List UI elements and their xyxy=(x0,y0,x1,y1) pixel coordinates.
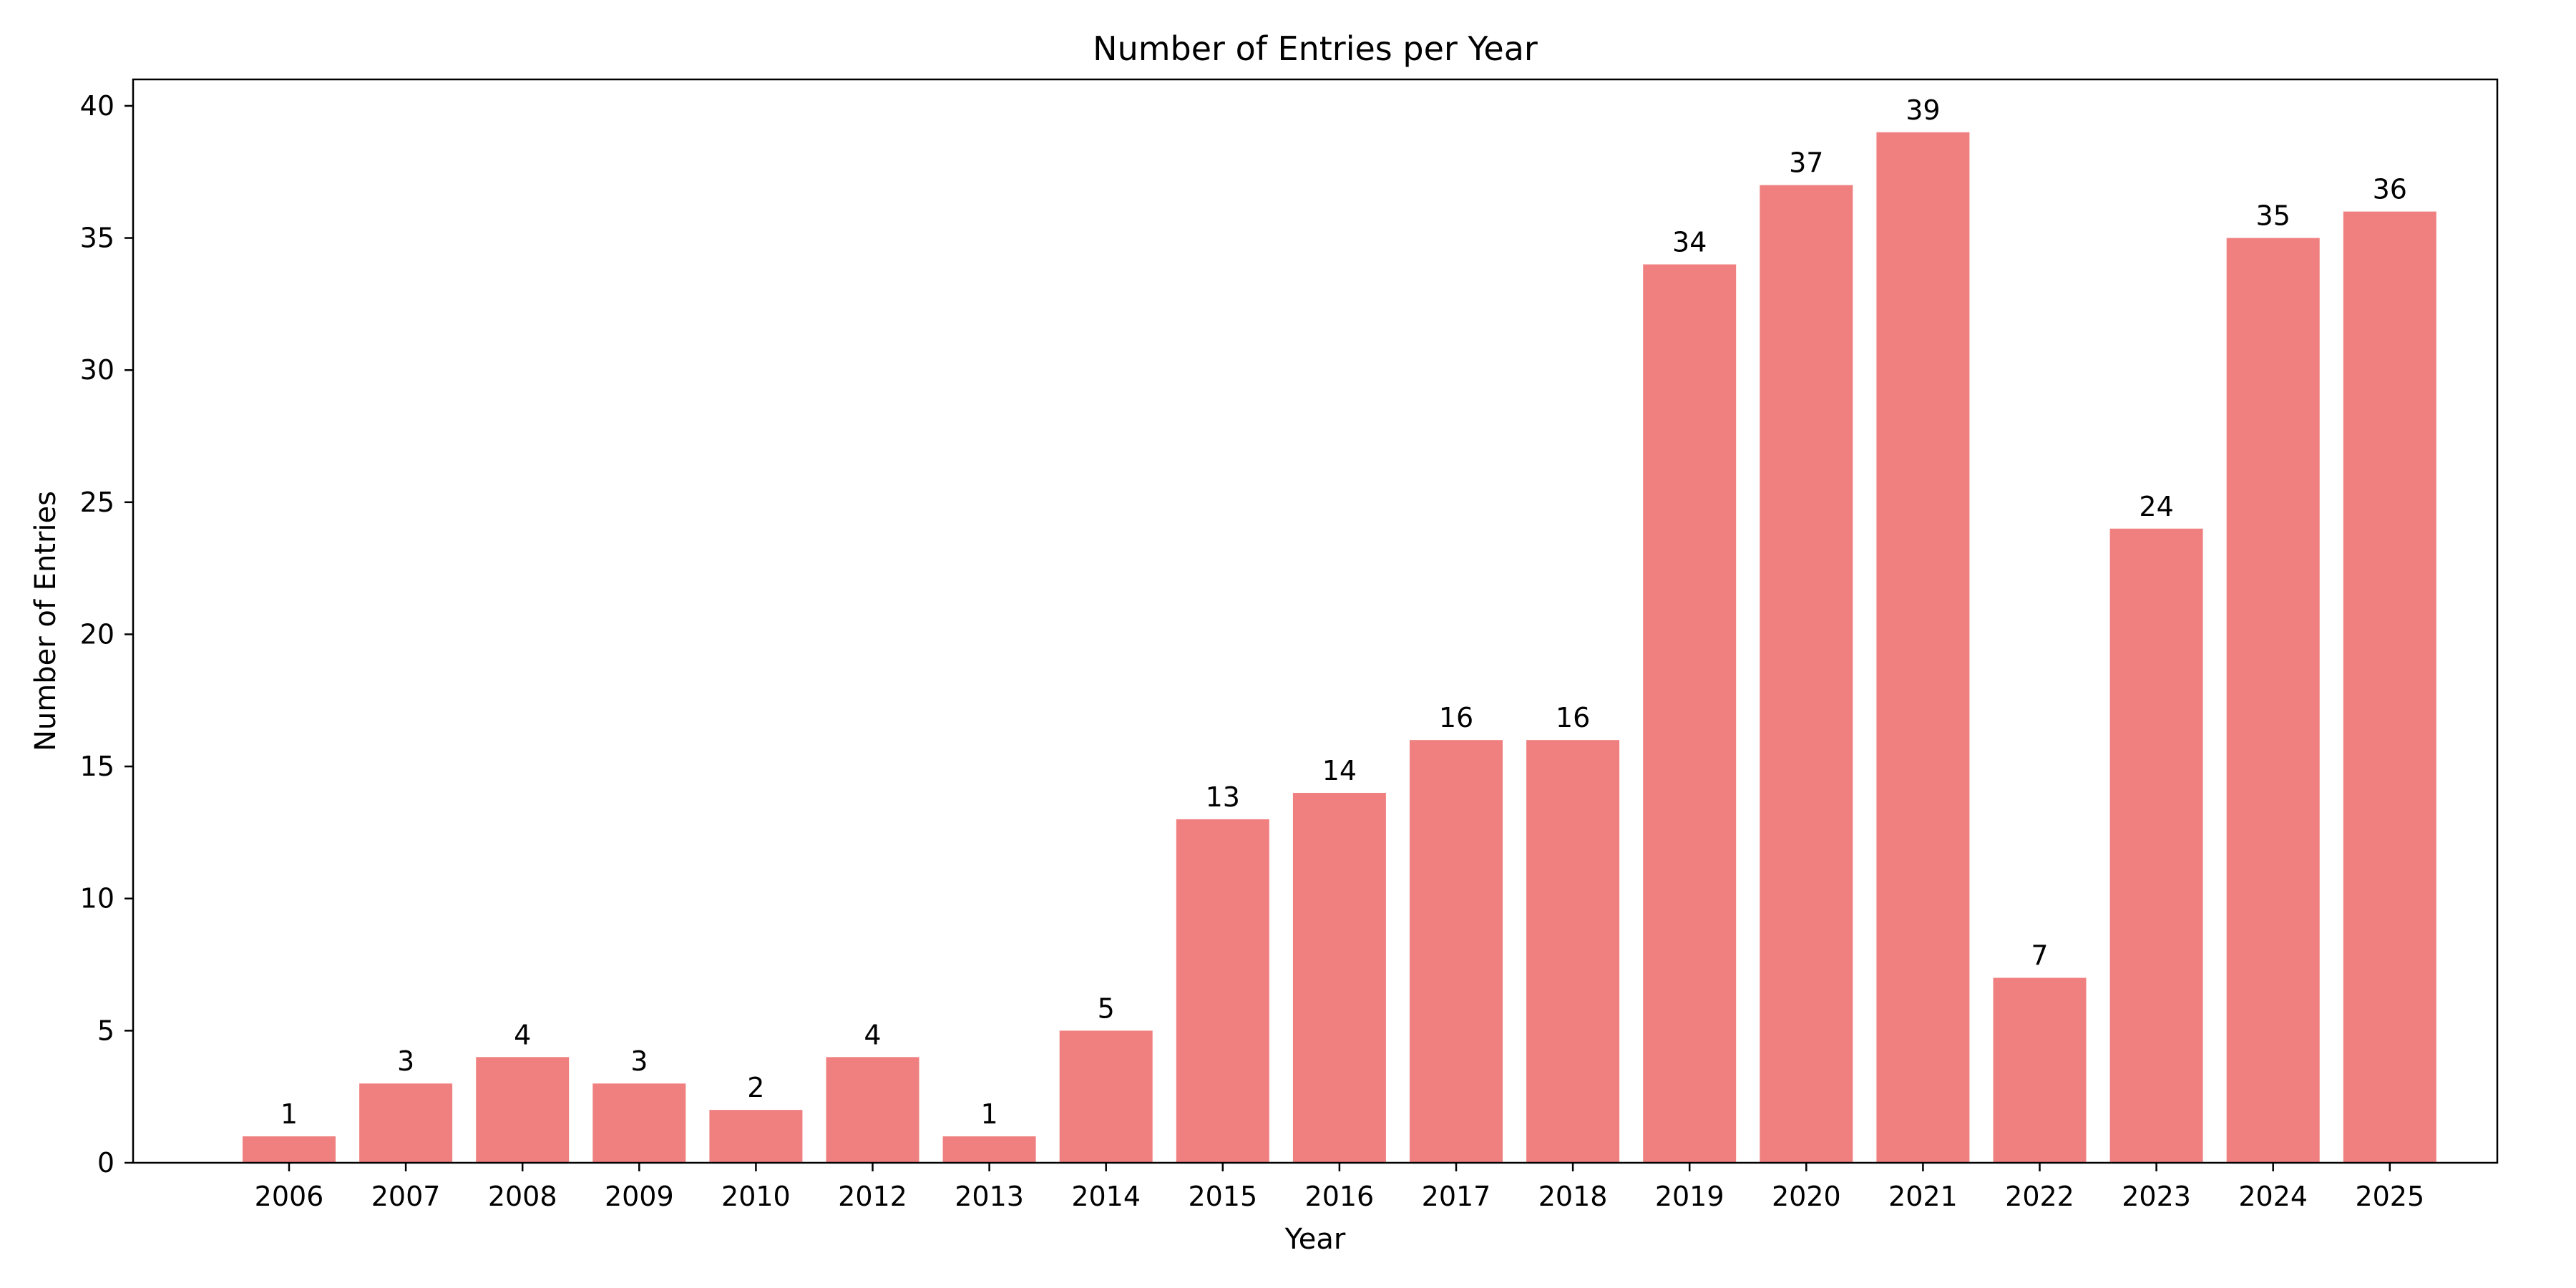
chart-title: Number of Entries per Year xyxy=(1093,29,1538,68)
value-label-2014: 5 xyxy=(1098,992,1115,1024)
x-tick-label-2023: 2023 xyxy=(2122,1181,2191,1212)
x-tick-label-2012: 2012 xyxy=(838,1181,907,1212)
bar-2024 xyxy=(2226,238,2320,1163)
x-tick-label-2018: 2018 xyxy=(1538,1181,1608,1212)
value-label-2019: 34 xyxy=(1672,226,1707,258)
bar-2023 xyxy=(2109,528,2203,1163)
x-tick-label-2019: 2019 xyxy=(1655,1181,1724,1212)
x-tick-label-2016: 2016 xyxy=(1305,1181,1375,1212)
bar-2025 xyxy=(2343,211,2436,1163)
y-tick-label-25: 25 xyxy=(80,487,114,518)
value-label-2017: 16 xyxy=(1439,702,1473,733)
bar-2008 xyxy=(476,1057,570,1163)
bar-2018 xyxy=(1526,740,1620,1163)
value-label-2009: 3 xyxy=(630,1045,648,1077)
x-tick-label-2013: 2013 xyxy=(955,1181,1024,1212)
x-tick-label-2017: 2017 xyxy=(1422,1181,1491,1212)
value-label-2021: 39 xyxy=(1906,94,1940,126)
value-label-2012: 4 xyxy=(864,1019,881,1050)
value-label-2022: 7 xyxy=(2031,940,2048,972)
bar-2016 xyxy=(1292,793,1386,1163)
bar-2019 xyxy=(1643,264,1737,1163)
x-tick-label-2008: 2008 xyxy=(488,1181,557,1212)
x-tick-label-2020: 2020 xyxy=(1772,1181,1841,1212)
value-label-2016: 14 xyxy=(1322,755,1357,786)
x-tick-label-2010: 2010 xyxy=(721,1181,791,1212)
bar-2009 xyxy=(592,1083,686,1163)
y-tick-label-10: 10 xyxy=(80,883,114,914)
x-axis-label: Year xyxy=(1284,1223,1346,1256)
y-tick-label-35: 35 xyxy=(80,223,114,254)
x-tick-label-2025: 2025 xyxy=(2355,1181,2424,1212)
bar-2012 xyxy=(826,1057,919,1163)
value-label-2006: 1 xyxy=(280,1098,298,1130)
bar-2020 xyxy=(1760,185,1853,1163)
plot-frame xyxy=(132,78,2499,1164)
bar-2013 xyxy=(942,1136,1036,1163)
bar-2015 xyxy=(1176,819,1269,1163)
y-tick-label-5: 5 xyxy=(97,1015,114,1046)
value-label-2018: 16 xyxy=(1556,702,1590,733)
bar-2007 xyxy=(359,1083,453,1163)
x-tick-label-2014: 2014 xyxy=(1071,1181,1141,1212)
value-label-2020: 37 xyxy=(1789,147,1823,179)
y-axis-ticks: 0 5 10 15 20 25 30 35 40 xyxy=(80,90,133,1179)
y-tick-label-20: 20 xyxy=(80,618,114,650)
bar-2022 xyxy=(1993,977,2087,1163)
bar-2017 xyxy=(1410,740,1503,1163)
bars-layer xyxy=(243,132,2436,1163)
bar-2021 xyxy=(1876,132,1970,1163)
x-tick-label-2024: 2024 xyxy=(2238,1181,2308,1212)
value-label-2007: 3 xyxy=(397,1045,414,1077)
x-tick-label-2007: 2007 xyxy=(371,1181,441,1212)
x-tick-label-2021: 2021 xyxy=(1888,1181,1958,1212)
value-label-2015: 13 xyxy=(1206,781,1240,813)
y-tick-label-15: 15 xyxy=(80,751,114,782)
value-label-2013: 1 xyxy=(981,1098,998,1130)
value-label-2024: 35 xyxy=(2256,200,2290,232)
value-label-2023: 24 xyxy=(2139,491,2173,522)
bar-2010 xyxy=(709,1110,803,1163)
value-label-2010: 2 xyxy=(747,1072,764,1103)
x-tick-label-2015: 2015 xyxy=(1188,1181,1257,1212)
value-label-2008: 4 xyxy=(514,1019,531,1050)
value-label-2025: 36 xyxy=(2373,174,2407,205)
y-tick-label-0: 0 xyxy=(97,1147,114,1179)
x-tick-label-2009: 2009 xyxy=(605,1181,674,1212)
bar-2006 xyxy=(243,1136,336,1163)
y-axis-label: Number of Entries xyxy=(29,491,62,751)
x-axis-ticks: 2006 2007 2008 2009 2010 2012 2013 2014 2015 2016… xyxy=(255,1163,2424,1212)
x-tick-label-2022: 2022 xyxy=(2005,1181,2074,1212)
bar-2014 xyxy=(1059,1030,1153,1163)
y-tick-label-30: 30 xyxy=(80,354,114,386)
x-tick-label-2006: 2006 xyxy=(255,1181,324,1212)
y-tick-label-40: 40 xyxy=(80,90,114,122)
